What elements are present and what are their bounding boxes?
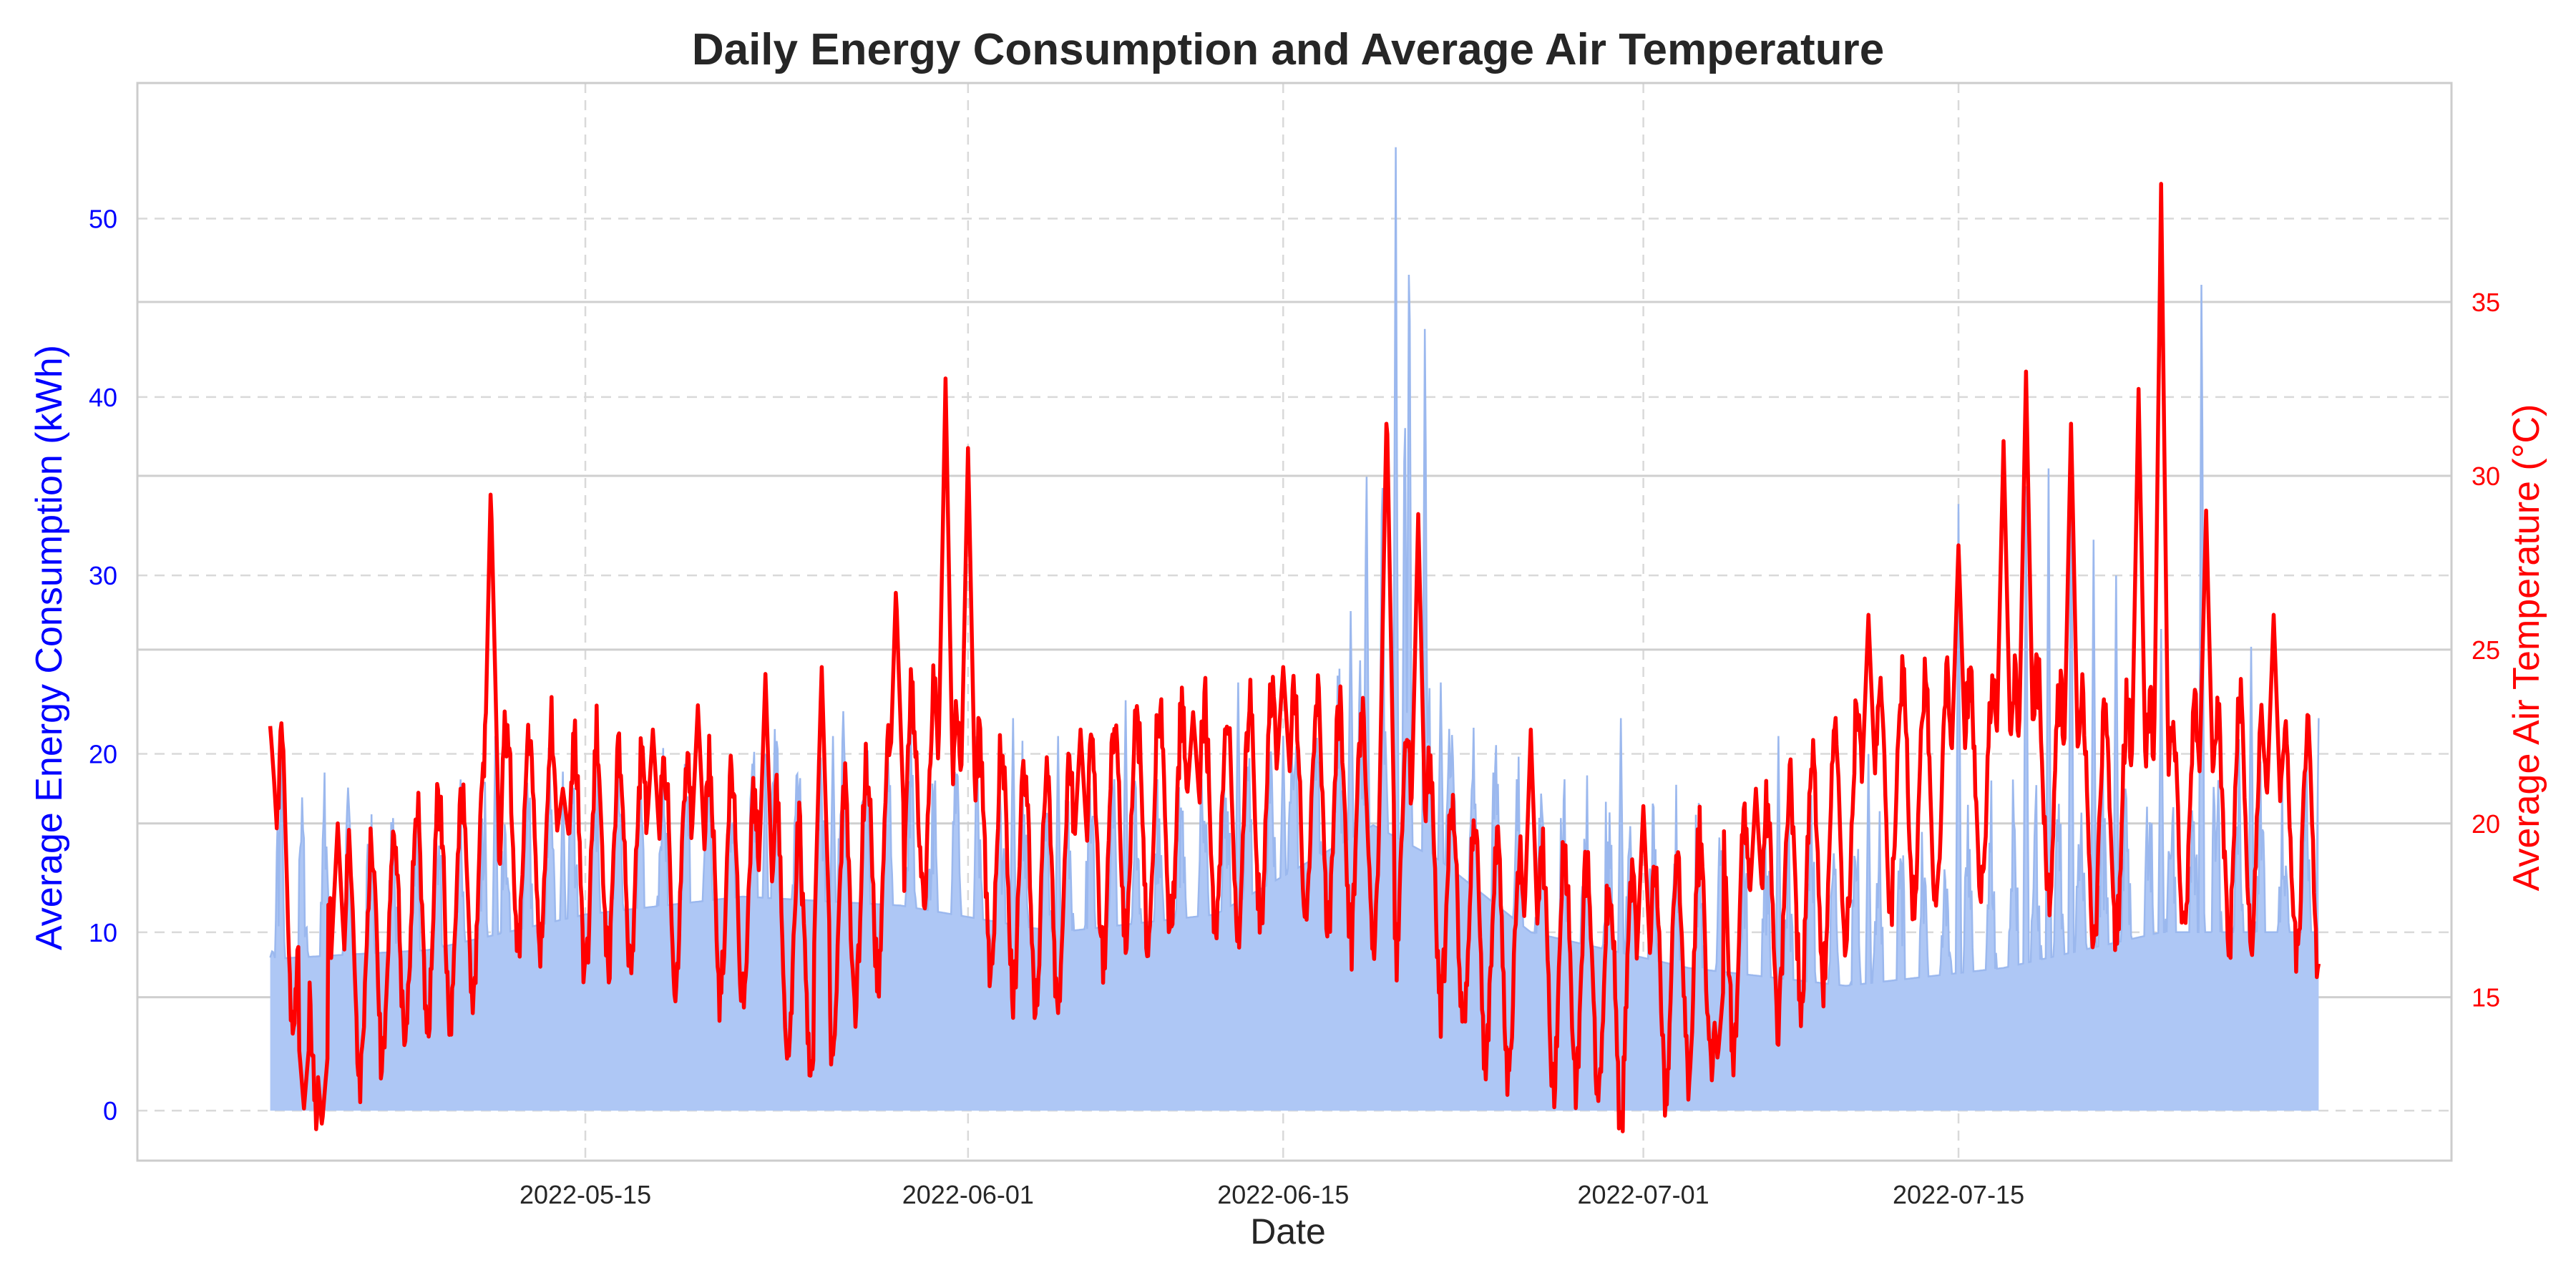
- left-tick-label: 40: [89, 383, 117, 412]
- x-tick-label: 2022-07-01: [1578, 1180, 1709, 1209]
- left-tick-label: 0: [103, 1096, 117, 1126]
- right-axis-label: Average Air Temperature (°C): [2506, 404, 2547, 892]
- left-tick-label: 20: [89, 740, 117, 769]
- temperature-line: [268, 182, 2321, 1133]
- left-tick-label: 30: [89, 561, 117, 590]
- x-axis-label: Date: [1250, 1211, 1326, 1252]
- right-tick-label: 20: [2472, 809, 2500, 839]
- left-axis-ticks: 0 10 20 30 40 50: [89, 204, 117, 1126]
- right-tick-label: 30: [2472, 462, 2500, 491]
- x-tick-label: 2022-06-15: [1217, 1180, 1349, 1209]
- x-tick-label: 2022-05-15: [519, 1180, 651, 1209]
- x-tick-label: 2022-07-15: [1893, 1180, 2024, 1209]
- temperature-series: [268, 182, 2321, 1133]
- left-axis-label: Average Energy Consumption (kWh): [29, 345, 70, 950]
- left-tick-label: 10: [89, 918, 117, 947]
- plot-frame: [136, 82, 2453, 1162]
- x-tick-label: 2022-06-01: [902, 1180, 1034, 1209]
- right-tick-label: 15: [2472, 983, 2500, 1013]
- chart-title: Daily Energy Consumption and Average Air…: [692, 25, 1884, 74]
- right-tick-label: 25: [2472, 635, 2500, 665]
- left-tick-label: 50: [89, 204, 117, 233]
- right-axis-ticks: 15 20 25 30 35: [2472, 288, 2500, 1013]
- right-tick-label: 35: [2472, 288, 2500, 317]
- energy-area: [270, 147, 2319, 1111]
- x-axis-ticks: 2022-05-15 2022-06-01 2022-06-15 2022-07-01…: [519, 1180, 2024, 1209]
